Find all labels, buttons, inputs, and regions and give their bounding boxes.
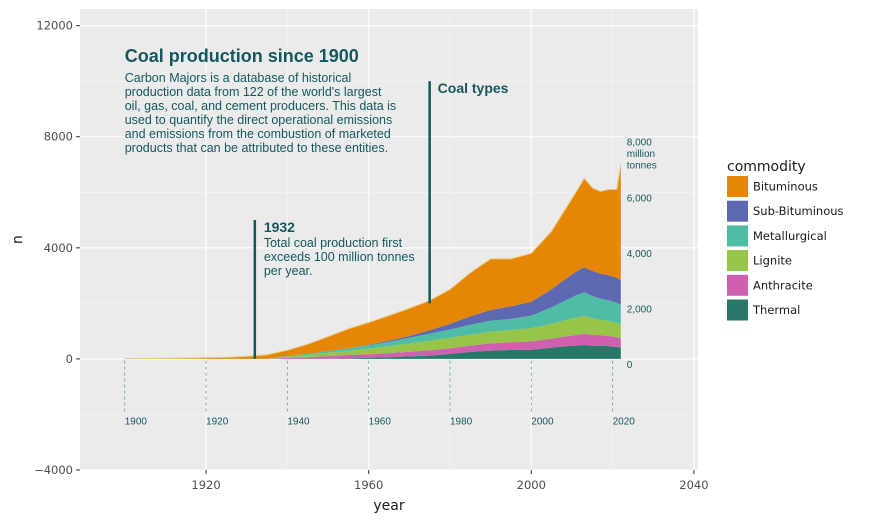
- year-guide-label: 2000: [531, 417, 554, 428]
- x-axis-title: year: [373, 498, 404, 514]
- legend-label: Thermal: [752, 303, 800, 317]
- annotation-coal-types-title: Coal types: [438, 80, 509, 96]
- chart-subtitle-line: products that can be attributed to these…: [125, 141, 388, 155]
- year-guide-label: 1920: [206, 417, 229, 428]
- legend-key: [727, 225, 748, 247]
- area-sub-bituminous: [124, 267, 621, 359]
- legend-title: commodity: [727, 159, 806, 175]
- legend-label: Bituminous: [753, 180, 818, 194]
- y-tick-label: 0: [66, 352, 73, 366]
- x-tick-label: 2040: [679, 478, 708, 492]
- y-tick-label: −4000: [34, 463, 73, 477]
- legend: commodity Bituminous Sub-Bituminous Metallu…: [727, 159, 844, 321]
- scale-top-label: tonnes: [627, 161, 657, 172]
- legend-label: Lignite: [753, 254, 792, 268]
- chart-subtitle-line: Carbon Majors is a database of historica…: [125, 71, 352, 85]
- total-outline: [124, 164, 622, 360]
- legend-key: [727, 200, 748, 222]
- scale-top-label: million: [627, 149, 655, 160]
- legend-key: [727, 250, 748, 272]
- legend-key: [727, 176, 748, 197]
- annotation-1932-text: exceeds 100 million tonnes: [264, 250, 415, 264]
- area-metallurgical: [124, 292, 621, 359]
- area-thermal: [124, 345, 621, 359]
- annotation-1932-text: per year.: [264, 264, 313, 278]
- scale-label: 0: [627, 360, 633, 371]
- x-tick-label: 1960: [354, 478, 383, 492]
- year-guide-label: 1980: [450, 417, 473, 428]
- stacked-areas: [124, 164, 622, 360]
- y-tick-label: 8000: [44, 130, 73, 144]
- legend-label: Anthracite: [753, 278, 813, 292]
- legend-label: Sub-Bituminous: [753, 204, 844, 218]
- area-bituminous: [124, 164, 621, 359]
- legend-key: [727, 274, 748, 296]
- chart-subtitle-line: production data from 122 of the world's …: [125, 85, 382, 99]
- chart-title: Coal production since 1900: [125, 46, 359, 66]
- scale-label: 2,000: [627, 304, 652, 315]
- chart-subtitle-line: oil, gas, coal, and cement producers. Th…: [125, 99, 396, 113]
- scale-label: 6,000: [627, 193, 652, 204]
- y-tick-label: 12000: [36, 19, 73, 33]
- legend-key: [727, 299, 748, 321]
- chart-subtitle-line: and emissions from the combustion of mar…: [125, 127, 391, 141]
- scale-top-label: 8,000: [627, 138, 652, 149]
- chart-subtitle-line: used to quantify the direct operational …: [125, 113, 393, 127]
- annotation-1932-title: 1932: [264, 219, 295, 235]
- area-anthracite: [124, 333, 621, 359]
- area-lignite: [124, 315, 621, 359]
- legend-label: Metallurgical: [753, 229, 827, 243]
- scale-label: 4,000: [627, 249, 652, 260]
- x-tick-label: 1920: [191, 478, 220, 492]
- x-tick-label: 2000: [517, 478, 546, 492]
- year-guide-label: 1900: [125, 417, 148, 428]
- y-axis-title: n: [10, 235, 26, 244]
- year-guide-label: 2020: [613, 417, 636, 428]
- year-guides: 1900 1920 1940 1960 1980 2000 2020: [124, 358, 636, 428]
- axes: 1920 1960 2000 2040 −4000 0 4000 8000 12000 year n: [10, 19, 709, 514]
- y-tick-label: 4000: [44, 241, 73, 255]
- annotation-1932-text: Total coal production first: [264, 236, 403, 250]
- year-guide-label: 1960: [369, 417, 392, 428]
- year-guide-label: 1940: [287, 417, 310, 428]
